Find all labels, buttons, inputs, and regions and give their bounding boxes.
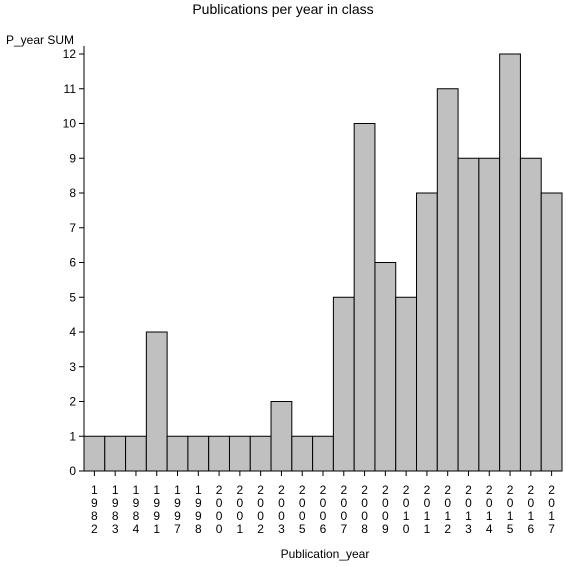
bar-2010 <box>395 296 418 472</box>
y-tick-label: 2 <box>69 395 76 409</box>
bar-1983 <box>104 435 127 472</box>
bar-1997 <box>166 435 189 472</box>
y-tick-label: 7 <box>69 221 76 235</box>
y-tick-label: 3 <box>69 360 76 374</box>
y-axis-label: P_year SUM <box>6 33 74 47</box>
bar-1984 <box>125 435 147 472</box>
bar-2002 <box>249 435 272 472</box>
bar-2001 <box>228 435 251 472</box>
bar-1998 <box>187 435 210 472</box>
y-tick-label: 1 <box>69 429 76 443</box>
bar-2005 <box>291 435 314 472</box>
y-tick-label: 9 <box>69 151 76 165</box>
y-tick-label: 4 <box>69 325 76 339</box>
y-tick-label: 10 <box>63 117 77 131</box>
bar-2014 <box>478 157 501 472</box>
bar-2016 <box>519 157 542 472</box>
y-tick-label: 6 <box>69 256 76 270</box>
bar-1991 <box>145 331 168 472</box>
y-tick-label: 0 <box>69 464 76 478</box>
bar-2008 <box>353 123 376 472</box>
bar-2000 <box>208 435 230 472</box>
bar-2017 <box>540 192 563 472</box>
bar-2011 <box>416 192 438 472</box>
bar-2007 <box>332 296 355 472</box>
bar-2013 <box>457 157 480 472</box>
chart-title: Publications per year in class <box>192 1 373 17</box>
bar-1982 <box>83 435 106 472</box>
y-tick-label: 11 <box>64 82 77 96</box>
bar-2003 <box>270 401 293 472</box>
bar-2015 <box>499 53 521 472</box>
bar-2006 <box>312 435 334 472</box>
y-tick-label: 5 <box>69 290 76 304</box>
bar-2012 <box>436 88 459 472</box>
y-tick-label: 12 <box>63 47 77 61</box>
x-axis-label: Publication_year <box>281 547 370 561</box>
bar-2009 <box>374 262 397 472</box>
y-tick-label: 8 <box>69 186 76 200</box>
